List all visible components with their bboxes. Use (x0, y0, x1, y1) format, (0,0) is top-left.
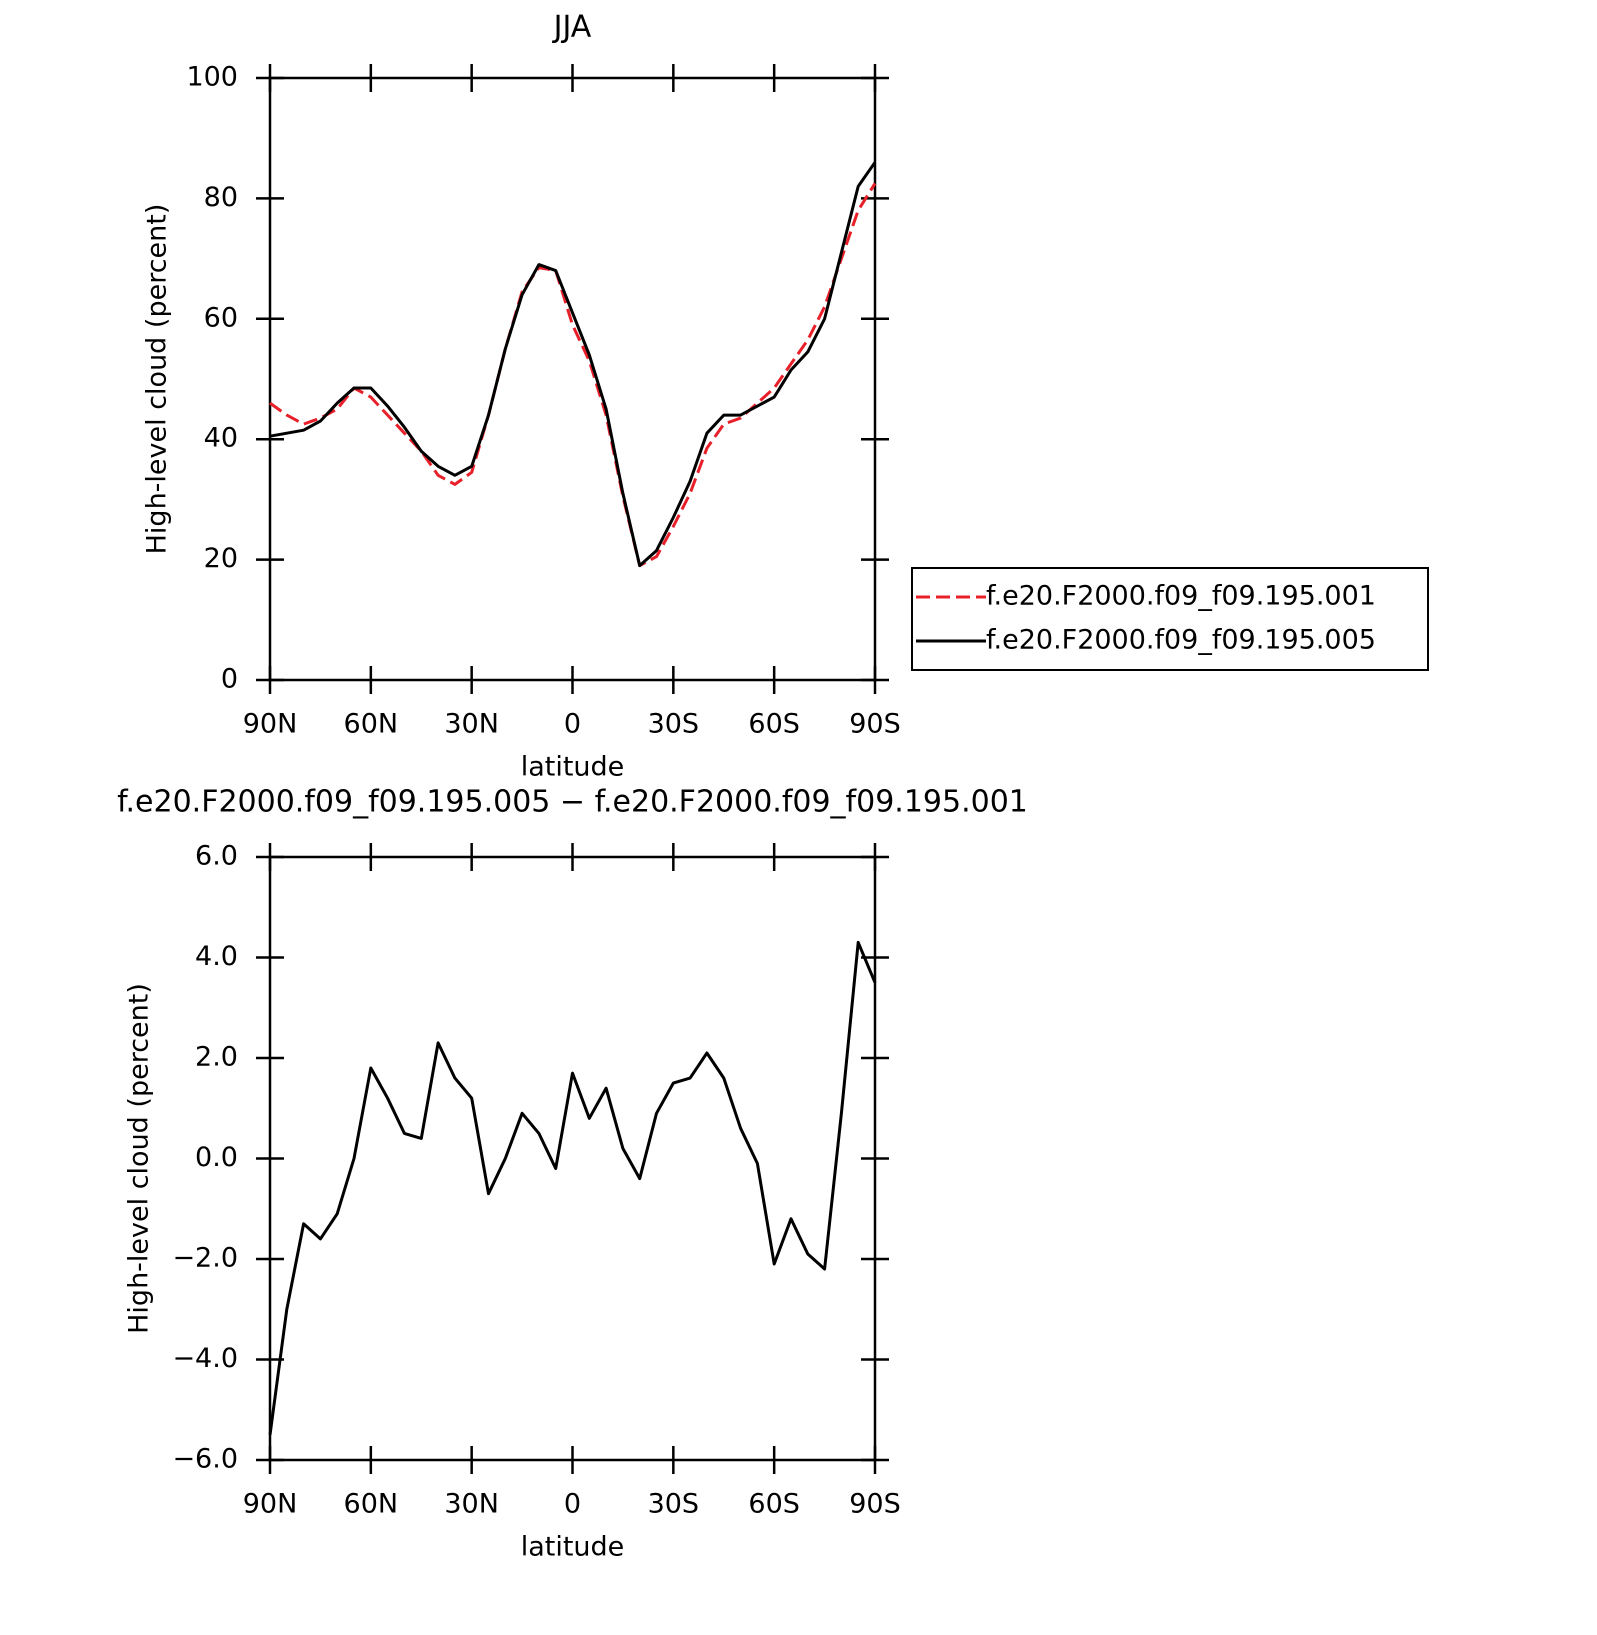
y-axis-label: High-level cloud (percent) (142, 204, 173, 555)
y-tick-label: 20 (204, 543, 238, 574)
data-line (269, 182, 877, 568)
chart-title: JJA (552, 10, 592, 45)
y-tick-label: 2.0 (195, 1042, 238, 1073)
y-tick-label: −4.0 (172, 1343, 238, 1374)
x-tick-label: 90N (243, 709, 298, 740)
x-tick-label: 0 (564, 709, 581, 740)
legend-box (911, 567, 1429, 671)
x-tick-label: 60N (344, 1489, 399, 1520)
y-tick-label: 100 (186, 62, 238, 93)
y-tick-label: 0 (221, 664, 238, 695)
x-tick-label: 90N (243, 1489, 298, 1520)
chart-title: f.e20.F2000.f09_f09.195.005 − f.e20.F200… (117, 785, 1028, 820)
x-tick-label: 90S (849, 1489, 901, 1520)
y-tick-label: 80 (204, 182, 238, 213)
x-tick-label: 30S (648, 1489, 700, 1520)
y-tick-label: −2.0 (172, 1243, 238, 1274)
y-tick-label: −6.0 (172, 1444, 238, 1475)
x-tick-label: 30N (444, 709, 499, 740)
legend-label: f.e20.F2000.f09_f09.195.001 (986, 581, 1376, 612)
x-tick-label: 60S (748, 1489, 800, 1520)
x-tick-label: 90S (849, 709, 901, 740)
legend-label: f.e20.F2000.f09_f09.195.005 (986, 625, 1376, 656)
data-line (268, 940, 877, 1436)
plot-frame (268, 855, 877, 1462)
x-tick-label: 30S (648, 709, 700, 740)
y-tick-label: 60 (204, 302, 238, 333)
x-tick-label: 30N (444, 1489, 499, 1520)
x-axis-label: latitude (521, 1532, 625, 1563)
y-axis-label: High-level cloud (percent) (124, 983, 155, 1334)
x-axis-label: latitude (521, 752, 625, 783)
x-tick-label: 60S (748, 709, 800, 740)
y-tick-label: 4.0 (195, 941, 238, 972)
y-tick-label: 6.0 (195, 841, 238, 872)
x-tick-label: 0 (564, 1489, 581, 1520)
x-tick-label: 60N (344, 709, 399, 740)
y-tick-label: 40 (204, 423, 238, 454)
y-tick-label: 0.0 (195, 1142, 238, 1173)
data-line (269, 161, 877, 568)
